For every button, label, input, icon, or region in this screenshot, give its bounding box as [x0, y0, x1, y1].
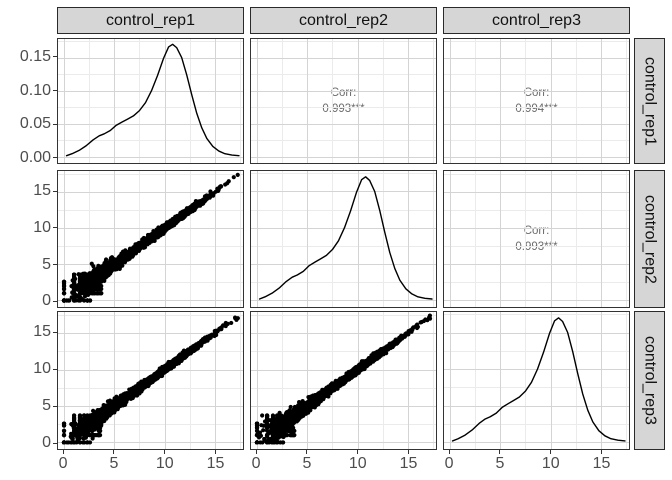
- panel-corr-rep2-rep3: Corr: 0.993***: [443, 170, 630, 308]
- y-tick-label: 15: [33, 323, 51, 341]
- y-tick-label: 0.10: [19, 81, 51, 99]
- x-tick-label: 10: [541, 455, 560, 472]
- y-tick-label: 10: [33, 218, 51, 236]
- y-tick-mark: [53, 442, 57, 444]
- x-tick-mark: [448, 450, 450, 454]
- panel-density-control_rep3: [443, 311, 630, 450]
- column-strip-label: control_rep3: [492, 11, 581, 29]
- x-tick-mark: [408, 450, 410, 454]
- y-tick-label: 0.05: [19, 115, 51, 133]
- y-tick-label: 5: [42, 255, 51, 273]
- panel-scatter-rep1-rep2: [57, 170, 244, 308]
- x-tick-label: 15: [592, 455, 611, 472]
- panel-canvas-density: [251, 171, 436, 307]
- y-tick-mark: [53, 157, 57, 159]
- x-tick-mark: [601, 450, 603, 454]
- x-tick-label: 0: [444, 455, 454, 472]
- row-strip-control_rep2: control_rep2: [634, 170, 665, 308]
- panel-density-control_rep2: [250, 170, 437, 308]
- y-tick-mark: [53, 331, 57, 333]
- column-strip-control_rep3: control_rep3: [443, 7, 630, 34]
- y-tick-mark: [53, 227, 57, 229]
- column-strip-control_rep2: control_rep2: [250, 7, 437, 34]
- x-tick-label: 5: [495, 455, 505, 472]
- row-strip-control_rep1: control_rep1: [634, 38, 665, 164]
- panel-scatter-rep1-rep3: [57, 311, 244, 450]
- y-tick-label: 0.15: [19, 47, 51, 65]
- y-tick-label: 0: [42, 292, 51, 310]
- x-tick-label: 10: [155, 455, 174, 472]
- y-tick-label: 0.00: [19, 148, 51, 166]
- y-tick-label: 15: [33, 182, 51, 200]
- row-strip-control_rep3: control_rep3: [634, 311, 665, 450]
- y-tick-label: 0: [42, 434, 51, 452]
- panel-canvas-scatter: [251, 312, 436, 449]
- y-tick-mark: [53, 56, 57, 58]
- x-tick-label: 0: [251, 455, 261, 472]
- x-tick-label: 10: [348, 455, 367, 472]
- y-tick-mark: [53, 123, 57, 125]
- panel-canvas-density: [444, 312, 629, 449]
- x-tick-label: 15: [399, 455, 418, 472]
- y-tick-mark: [53, 405, 57, 407]
- x-tick-label: 5: [109, 455, 119, 472]
- panel-density-control_rep1: [57, 38, 244, 164]
- x-tick-mark: [306, 450, 308, 454]
- column-strip-label: control_rep2: [299, 11, 388, 29]
- x-tick-mark: [164, 450, 166, 454]
- y-tick-mark: [53, 190, 57, 192]
- row-strip-label: control_rep1: [641, 56, 659, 146]
- row-strip-label: control_rep3: [641, 336, 659, 425]
- x-tick-mark: [499, 450, 501, 454]
- panel-canvas-scatter: [58, 171, 243, 307]
- x-tick-label: 5: [302, 455, 312, 472]
- x-tick-mark: [357, 450, 359, 454]
- y-tick-mark: [53, 300, 57, 302]
- panel-canvas-corr: [444, 171, 629, 307]
- column-strip-label: control_rep1: [106, 11, 195, 29]
- y-tick-mark: [53, 264, 57, 266]
- row-strip-label: control_rep2: [641, 194, 659, 284]
- x-tick-label: 15: [206, 455, 225, 472]
- y-tick-mark: [53, 368, 57, 370]
- x-tick-label: 0: [58, 455, 68, 472]
- panel-corr-rep1-rep2: Corr: 0.993***: [250, 38, 437, 164]
- column-strip-control_rep1: control_rep1: [57, 7, 244, 34]
- y-tick-mark: [53, 90, 57, 92]
- x-tick-mark: [113, 450, 115, 454]
- panel-canvas-corr: [251, 39, 436, 163]
- panel-canvas-scatter: [58, 312, 243, 449]
- y-tick-label: 5: [42, 397, 51, 415]
- panel-canvas-density: [58, 39, 243, 163]
- panel-corr-rep1-rep3: Corr: 0.994***: [443, 38, 630, 164]
- panel-canvas-corr: [444, 39, 629, 163]
- y-tick-label: 10: [33, 360, 51, 378]
- x-tick-mark: [255, 450, 257, 454]
- x-tick-mark: [62, 450, 64, 454]
- x-tick-mark: [550, 450, 552, 454]
- panel-scatter-rep2-rep3: [250, 311, 437, 450]
- x-tick-mark: [215, 450, 217, 454]
